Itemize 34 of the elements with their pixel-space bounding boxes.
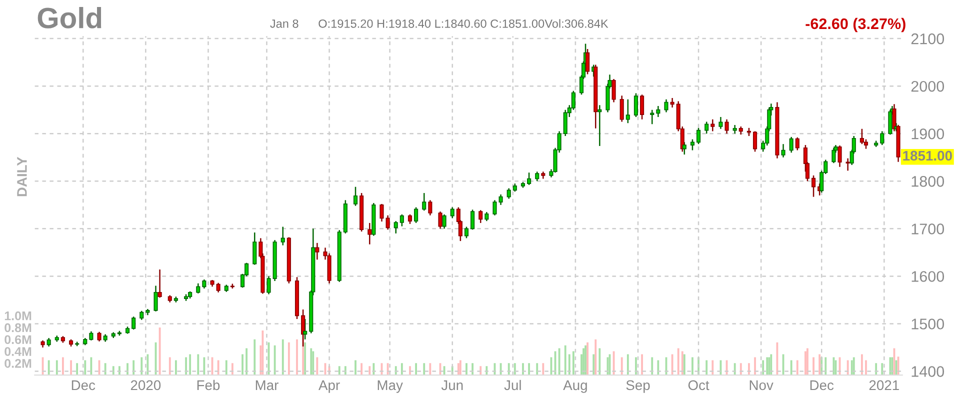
text: -62.60 (3.27%) — [806, 18, 906, 32]
x-tick-label: Jul — [504, 380, 521, 390]
x-tick-label: Apr — [318, 380, 340, 393]
x-tick-label: Nov — [750, 380, 774, 390]
text: Vol:306.84K — [544, 19, 608, 28]
y-tick-label: 1900 — [912, 128, 944, 140]
y-tick-label: 1400 — [912, 366, 944, 377]
x-tick-label: 2020 — [130, 380, 161, 390]
y2-tick-label: 0.4M — [4, 347, 32, 356]
y2-tick-label: 1.0M — [4, 311, 32, 320]
x-tick-label: Oct — [688, 380, 710, 390]
x-tick-label: May — [378, 380, 403, 393]
x-tick-label: Dec — [72, 380, 96, 390]
x-tick-label: Jun — [441, 380, 463, 390]
y2-tick-label: 0.8M — [4, 323, 32, 332]
y-tick-label: 1600 — [912, 271, 944, 282]
text: O:1915.20 H:1918.40 L:1840.60 C:1851.00 — [318, 19, 544, 28]
annotation: 1851.00 — [903, 150, 952, 161]
x-tick-label: 2021 — [869, 380, 899, 390]
y-tick-label: 1500 — [912, 318, 944, 330]
y2-tick-label: 0.6M — [4, 335, 32, 344]
x-tick-label: Aug — [563, 380, 587, 393]
y-tick-label: 2100 — [911, 33, 944, 44]
x-tick-label: Feb — [197, 380, 220, 390]
x-tick-label: Mar — [256, 380, 278, 390]
y2-tick-label: 0.2M — [4, 358, 32, 368]
y-tick-label: 2000 — [911, 80, 944, 92]
text: DAILY — [17, 156, 27, 196]
x-tick-label: Sep — [626, 380, 650, 393]
y-tick-label: 1800 — [912, 176, 944, 187]
y-tick-label: 1700 — [912, 224, 944, 234]
text: Jan 8 — [270, 19, 298, 28]
chart-title: Gold — [38, 6, 102, 28]
x-tick-label: Dec — [810, 380, 834, 390]
